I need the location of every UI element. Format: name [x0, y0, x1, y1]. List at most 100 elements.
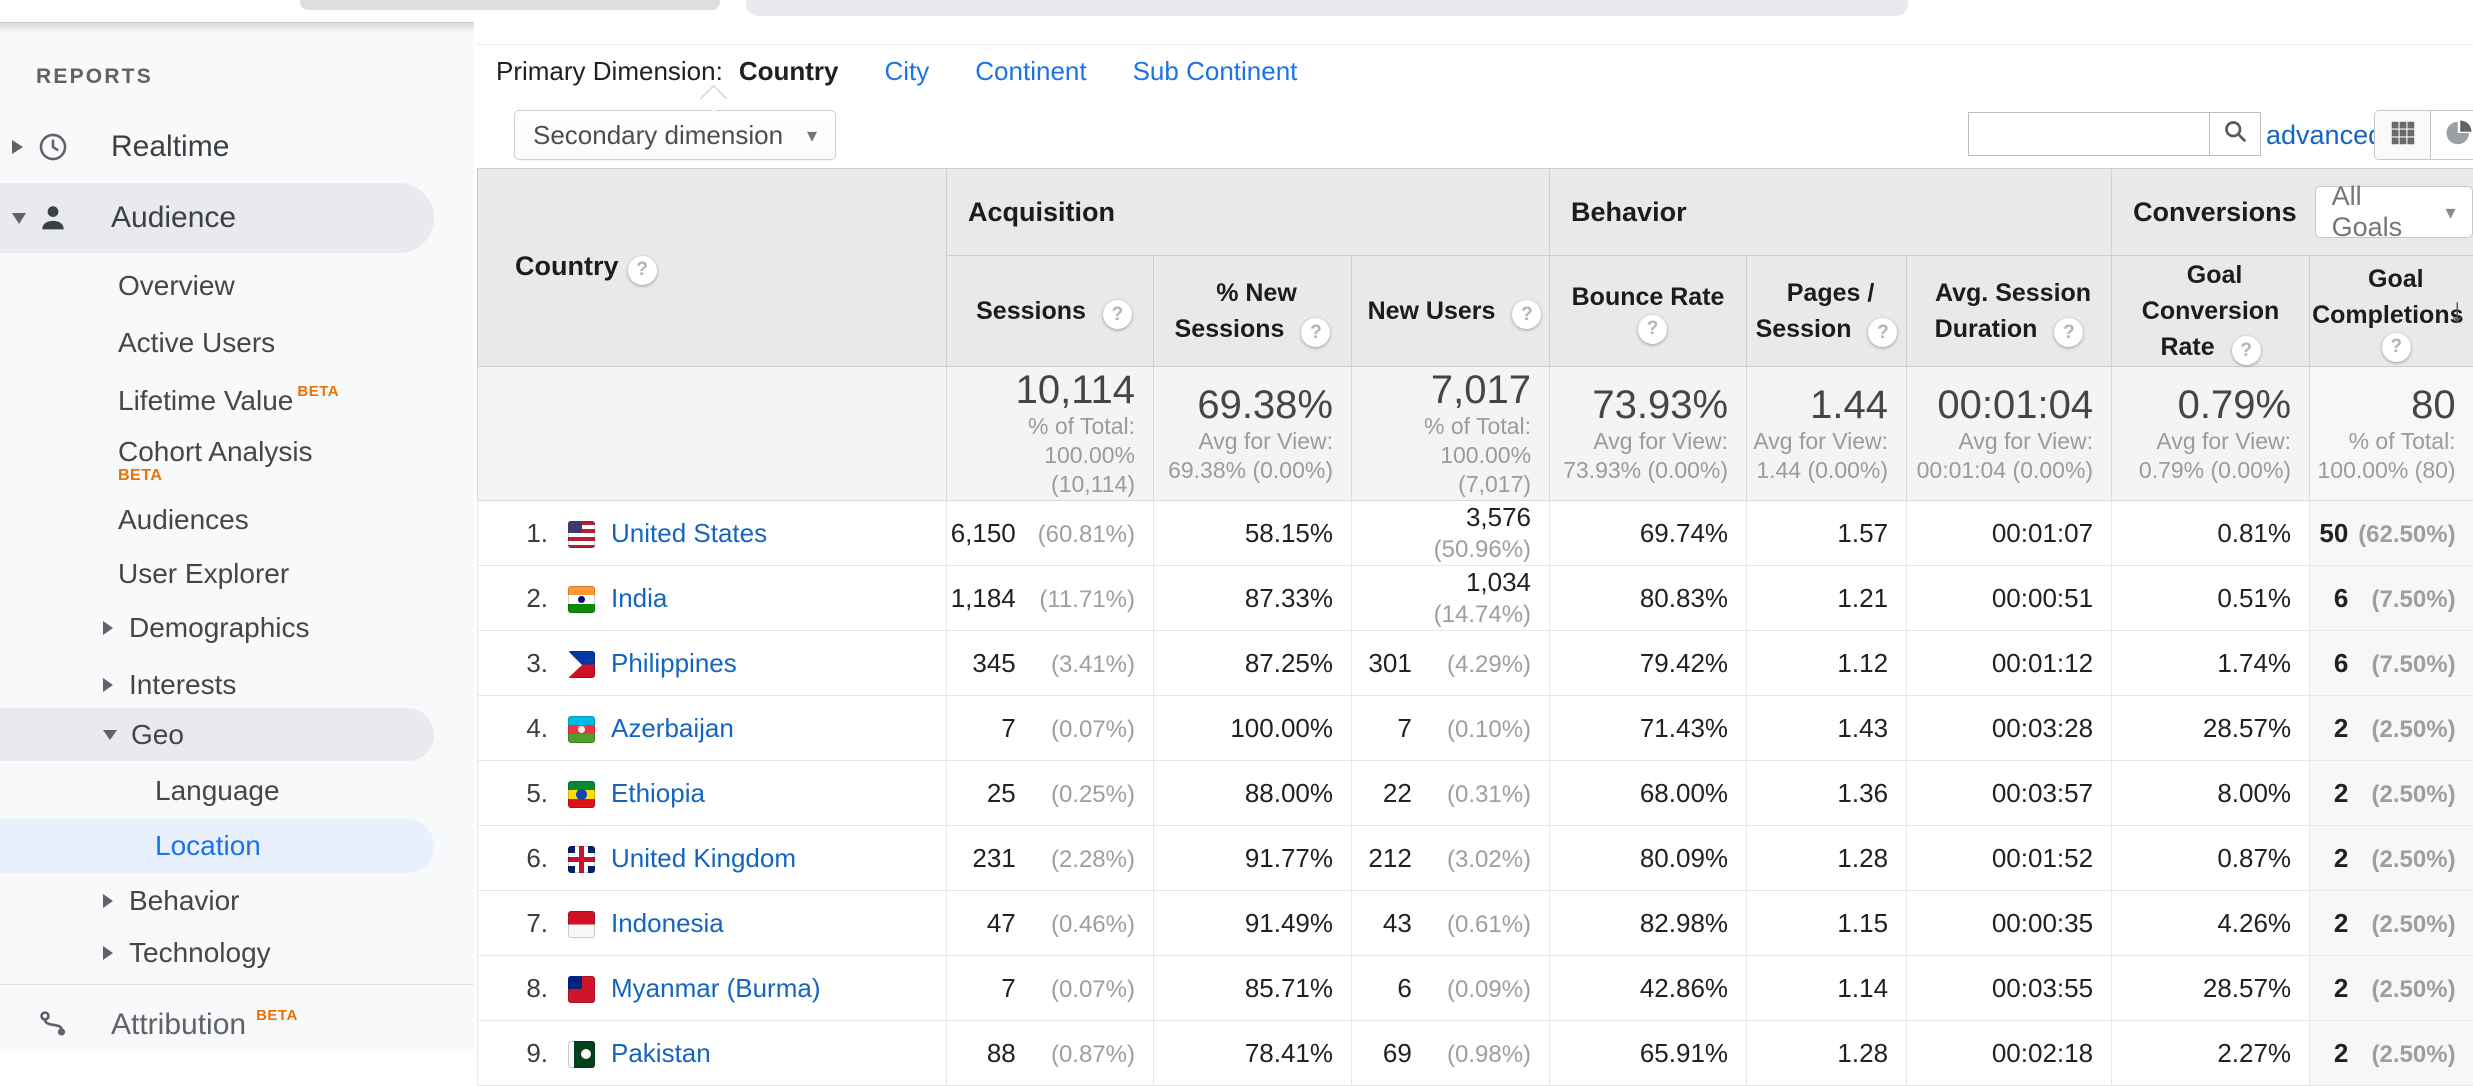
expand-right-icon[interactable]: [103, 621, 113, 635]
expand-right-icon[interactable]: [12, 140, 23, 154]
sidebar-item-language[interactable]: Language: [155, 769, 280, 813]
sidebar-item-lifetime-value[interactable]: Lifetime Value BETA: [118, 379, 339, 423]
top-card-remnant: [746, 0, 1908, 16]
sidebar-item-label: Demographics: [129, 612, 310, 644]
column-header-goal-conversion-rate[interactable]: Goal Conversion Rate?: [2112, 256, 2310, 367]
dimension-tab-country[interactable]: Country: [739, 56, 839, 87]
country-flag-icon: [568, 521, 595, 548]
help-icon[interactable]: ?: [2382, 333, 2411, 362]
country-link[interactable]: Pakistan: [611, 1038, 711, 1068]
column-label: Sessions: [968, 297, 1094, 325]
totals-bounce-rate: 73.93%Avg for View:73.93% (0.00%): [1550, 367, 1747, 501]
sidebar-item-label: Behavior: [129, 885, 240, 917]
sidebar-item-active-users[interactable]: Active Users: [118, 321, 275, 365]
help-icon[interactable]: ?: [1103, 300, 1132, 329]
sidebar-item-label: Cohort Analysis: [118, 436, 313, 468]
secondary-dimension-button[interactable]: Secondary dimension ▾: [514, 110, 836, 160]
sidebar-item-behavior[interactable]: Behavior: [103, 879, 240, 923]
beta-badge: BETA: [256, 1007, 298, 1024]
expand-down-icon[interactable]: [103, 730, 117, 740]
advanced-search-link[interactable]: advanced: [2266, 120, 2383, 151]
expand-down-icon[interactable]: [12, 213, 26, 224]
sidebar-item-label: Active Users: [118, 327, 275, 359]
country-flag-icon: [568, 911, 595, 938]
sidebar-item-label: Lifetime Value: [118, 385, 293, 417]
sidebar-item-demographics[interactable]: Demographics: [103, 606, 310, 650]
country-flag-icon: [568, 586, 595, 613]
table-row: 1.United States 6,150 (60.81%) 58.15% 3,…: [478, 501, 2473, 566]
primary-dimension-label: Primary Dimension:: [496, 56, 723, 87]
group-header-acquisition: Acquisition: [947, 169, 1550, 256]
sidebar-item-location[interactable]: Location: [0, 819, 434, 873]
sort-descending-icon[interactable]: ↓: [2449, 292, 2466, 331]
dimension-tab-sub-continent[interactable]: Sub Continent: [1133, 56, 1298, 87]
column-header-goal-completions[interactable]: Goal Completions ? ↓: [2310, 256, 2473, 367]
sidebar-item-technology[interactable]: Technology: [103, 931, 271, 975]
sidebar-item-interests[interactable]: Interests: [103, 663, 236, 707]
sidebar-item-user-explorer[interactable]: User Explorer: [118, 552, 289, 596]
sidebar-item-label: Overview: [118, 270, 235, 302]
column-header-new-sessions[interactable]: % New Sessions?: [1154, 256, 1352, 367]
countries-data-table: Country? Acquisition Behavior Conversion…: [477, 168, 2473, 1086]
help-icon[interactable]: ?: [1868, 318, 1897, 347]
country-link[interactable]: United Kingdom: [611, 843, 796, 873]
totals-empty-cell: [478, 367, 947, 501]
group-header-conversions: Conversions All Goals ▾: [2112, 169, 2473, 256]
table-row: 2.India 1,184 (11.71%) 87.33% 1,034 (14.…: [478, 566, 2473, 631]
country-header-label: Country: [479, 251, 619, 281]
country-link[interactable]: India: [611, 583, 667, 613]
view-toggle-group: [2374, 110, 2473, 160]
country-link[interactable]: Azerbaijan: [611, 713, 734, 743]
secondary-dimension-label: Secondary dimension: [533, 120, 783, 151]
country-link[interactable]: Indonesia: [611, 908, 724, 938]
sidebar-item-overview[interactable]: Overview: [118, 264, 235, 308]
search-input[interactable]: [1968, 112, 2209, 156]
expand-right-icon[interactable]: [103, 678, 113, 692]
sidebar-item-label: Audiences: [118, 504, 249, 536]
person-icon: [36, 201, 70, 235]
sidebar-item-attribution[interactable]: Attribution BETA: [0, 997, 474, 1053]
country-link[interactable]: Ethiopia: [611, 778, 705, 808]
column-header-new-users[interactable]: New Users?: [1352, 256, 1550, 367]
group-header-behavior: Behavior: [1550, 169, 2112, 256]
column-header-sessions[interactable]: Sessions?: [947, 256, 1154, 367]
help-icon[interactable]: ?: [1512, 300, 1541, 329]
clock-icon: [36, 130, 70, 164]
table-row: 5.Ethiopia 25 (0.25%) 88.00% 22 (0.31%) …: [478, 761, 2473, 826]
country-link[interactable]: United States: [611, 518, 767, 548]
help-icon[interactable]: ?: [1638, 315, 1667, 344]
column-header-bounce-rate[interactable]: Bounce Rate?: [1550, 256, 1747, 367]
help-icon[interactable]: ?: [2054, 318, 2083, 347]
sidebar-item-audiences[interactable]: Audiences: [118, 498, 249, 542]
column-header-pages-session[interactable]: Pages / Session?: [1747, 256, 1907, 367]
report-nav-sidebar: REPORTS Realtime Audience Overview Activ…: [0, 22, 474, 1051]
beta-badge: BETA: [297, 383, 339, 400]
sidebar-item-realtime[interactable]: Realtime: [0, 125, 474, 169]
country-link[interactable]: Philippines: [611, 648, 737, 678]
column-header-avg-session-duration[interactable]: Avg. Session Duration?: [1907, 256, 2112, 367]
dimension-tab-city[interactable]: City: [885, 56, 930, 87]
help-icon[interactable]: ?: [628, 256, 657, 285]
search-button[interactable]: [2209, 112, 2261, 156]
percentage-view-button[interactable]: [2430, 111, 2473, 159]
chevron-down-icon: ▾: [807, 123, 817, 148]
table-view-button[interactable]: [2375, 111, 2430, 159]
column-header-country[interactable]: Country?: [478, 169, 947, 367]
expand-right-icon[interactable]: [103, 946, 113, 960]
sidebar-item-audience[interactable]: Audience: [0, 183, 434, 253]
row-rank: 2.: [508, 583, 548, 614]
column-label: New Users: [1360, 297, 1504, 325]
dimension-tab-continent[interactable]: Continent: [975, 56, 1086, 87]
totals-new-sessions: 69.38%Avg for View:69.38% (0.00%): [1154, 367, 1352, 501]
country-flag-icon: [568, 716, 595, 743]
goals-selector-dropdown[interactable]: All Goals ▾: [2315, 186, 2473, 238]
help-icon[interactable]: ?: [1301, 318, 1330, 347]
table-toolbar: Secondary dimension ▾ advanced: [476, 98, 2473, 168]
help-icon[interactable]: ?: [2232, 336, 2261, 365]
row-rank: 9.: [508, 1038, 548, 1069]
sidebar-item-geo[interactable]: Geo: [0, 708, 434, 761]
table-row: 9.Pakistan 88 (0.87%) 78.41% 69 (0.98%) …: [478, 1021, 2473, 1086]
expand-right-icon[interactable]: [103, 894, 113, 908]
country-link[interactable]: Myanmar (Burma): [611, 973, 820, 1003]
